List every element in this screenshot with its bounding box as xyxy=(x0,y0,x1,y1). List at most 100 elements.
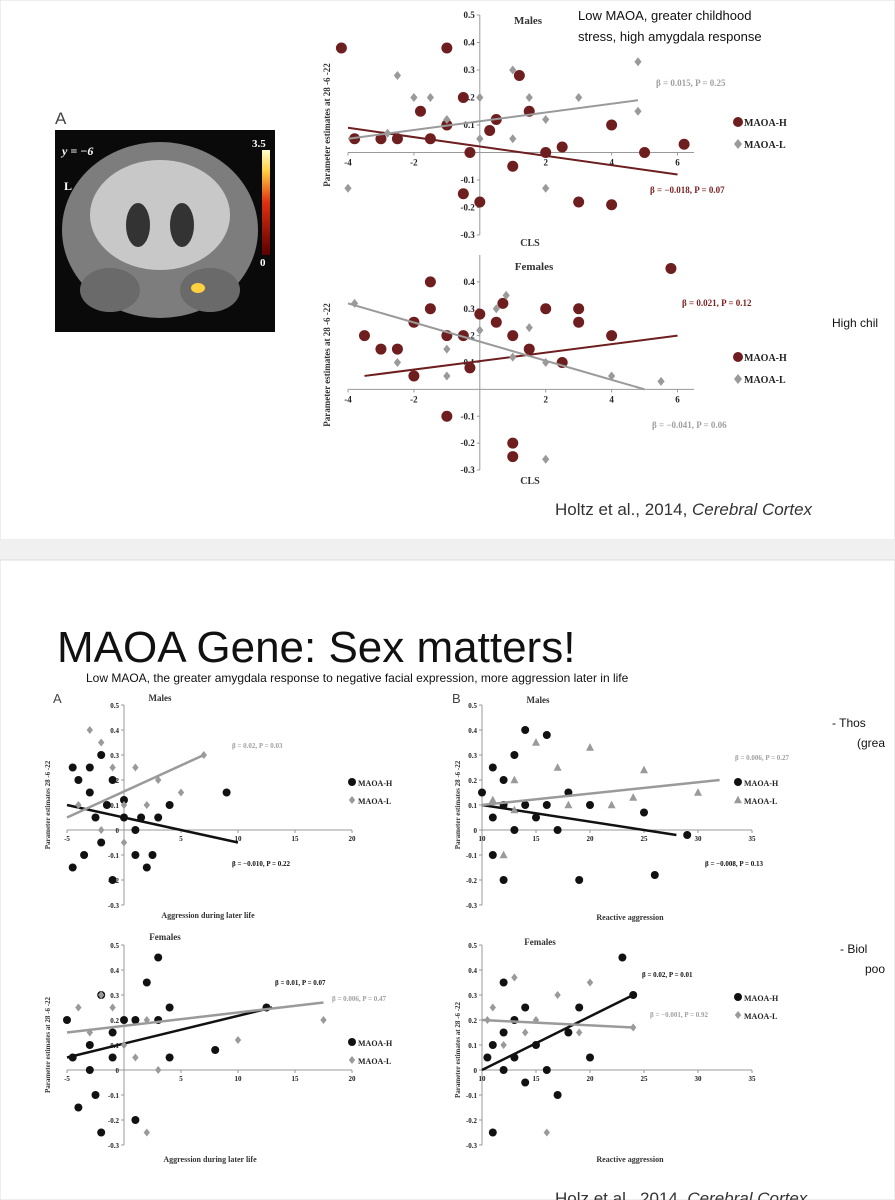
point xyxy=(211,1046,220,1054)
point xyxy=(543,1128,550,1137)
point xyxy=(108,776,117,784)
point xyxy=(509,352,517,362)
point xyxy=(608,371,616,381)
x-tick-label: 15 xyxy=(533,835,541,843)
point xyxy=(640,808,648,817)
point xyxy=(532,1016,540,1024)
point xyxy=(521,1003,530,1012)
x-tick-label: 6 xyxy=(675,394,680,404)
point xyxy=(85,763,94,772)
x-tick-label: 2 xyxy=(543,394,548,404)
x-tick-label: 10 xyxy=(479,1075,487,1083)
x-tick-label: 10 xyxy=(479,835,487,843)
point xyxy=(165,1003,174,1012)
y-tick-label: -0.3 xyxy=(108,1142,120,1150)
point xyxy=(483,1053,492,1062)
point xyxy=(426,93,434,102)
point xyxy=(85,1066,94,1074)
x-tick-label: 20 xyxy=(587,835,595,843)
x-axis-label: Aggression during later life xyxy=(163,1155,257,1164)
point xyxy=(476,93,484,102)
point xyxy=(507,451,519,463)
legend-marker xyxy=(734,374,742,384)
point xyxy=(154,953,163,962)
y-axis-label: Parameter estimates 28 -6 -22 xyxy=(44,760,52,849)
point xyxy=(606,330,618,342)
point xyxy=(408,370,420,382)
legend-marker xyxy=(734,139,742,149)
y-tick-label: 0.2 xyxy=(464,93,476,103)
y-tick-label: 0.1 xyxy=(110,802,119,810)
point xyxy=(586,743,594,751)
point xyxy=(464,362,476,374)
y-tick-label: 0.5 xyxy=(468,942,477,950)
y-tick-label: 0.1 xyxy=(468,1042,477,1050)
x-tick-label: 6 xyxy=(675,158,680,168)
point xyxy=(120,801,128,809)
slide-gap xyxy=(0,540,895,560)
legend-label: MAOA-H xyxy=(358,1039,393,1048)
annotation: β = −0.018, P = 0.07 xyxy=(650,185,725,195)
x-tick-label: -4 xyxy=(344,158,352,168)
fit-line xyxy=(481,778,720,807)
point xyxy=(131,1016,140,1024)
y-tick-label: 0.1 xyxy=(464,120,476,130)
legend-marker xyxy=(734,1011,742,1019)
legend-marker xyxy=(733,352,743,362)
point xyxy=(540,303,552,315)
point xyxy=(375,133,387,145)
point xyxy=(131,1116,140,1124)
annotation: β = 0.006, P = 0.27 xyxy=(735,754,790,762)
x-tick-label: 4 xyxy=(609,158,614,168)
point xyxy=(91,813,100,822)
y-tick-label: -0.3 xyxy=(466,902,478,910)
y-tick-label: 0 xyxy=(116,827,120,835)
point xyxy=(86,726,93,734)
point xyxy=(606,199,618,211)
y-tick-label: -0.1 xyxy=(108,1092,120,1100)
legend-marker xyxy=(734,993,742,1001)
side-text: High chil xyxy=(832,316,878,330)
fit-line xyxy=(347,126,678,176)
legend-marker xyxy=(734,778,742,786)
y-tick-label: 0.4 xyxy=(464,38,476,48)
point xyxy=(131,851,140,859)
point xyxy=(542,801,551,809)
point xyxy=(490,316,502,328)
fit-line xyxy=(347,99,639,140)
point xyxy=(200,751,207,759)
point xyxy=(97,1128,106,1137)
point xyxy=(68,1053,77,1062)
legend-label: MAOA-H xyxy=(744,353,787,364)
point xyxy=(629,793,638,801)
point xyxy=(132,763,139,772)
y-tick-label: -0.3 xyxy=(108,902,120,910)
point xyxy=(441,410,453,422)
citation-authors: Holtz et al., 2014, xyxy=(555,500,692,519)
y-tick-label: 0.4 xyxy=(110,727,119,735)
legend-label: MAOA-H xyxy=(744,779,779,788)
x-axis-label: Reactive aggression xyxy=(596,913,664,922)
point xyxy=(358,330,370,342)
point xyxy=(542,115,550,124)
y-tick-label: 0.3 xyxy=(110,752,119,760)
scale-max: 3.5 xyxy=(252,138,266,150)
point xyxy=(694,788,702,796)
y-tick-label: 0.5 xyxy=(110,942,119,950)
point xyxy=(540,147,552,158)
y-axis-label: Parameter estimates at 28 -6 -22 xyxy=(322,63,332,187)
point xyxy=(510,775,519,784)
point xyxy=(85,788,94,797)
point xyxy=(532,738,540,746)
point xyxy=(650,871,659,879)
point xyxy=(476,325,484,335)
point xyxy=(109,1003,116,1012)
point xyxy=(521,801,530,809)
side-label: L xyxy=(64,179,72,193)
point xyxy=(521,726,530,734)
point xyxy=(85,1041,94,1049)
slide-title: MAOA Gene: Sex matters! xyxy=(57,623,575,672)
point xyxy=(513,70,525,81)
point xyxy=(586,1053,594,1062)
point xyxy=(509,134,517,144)
